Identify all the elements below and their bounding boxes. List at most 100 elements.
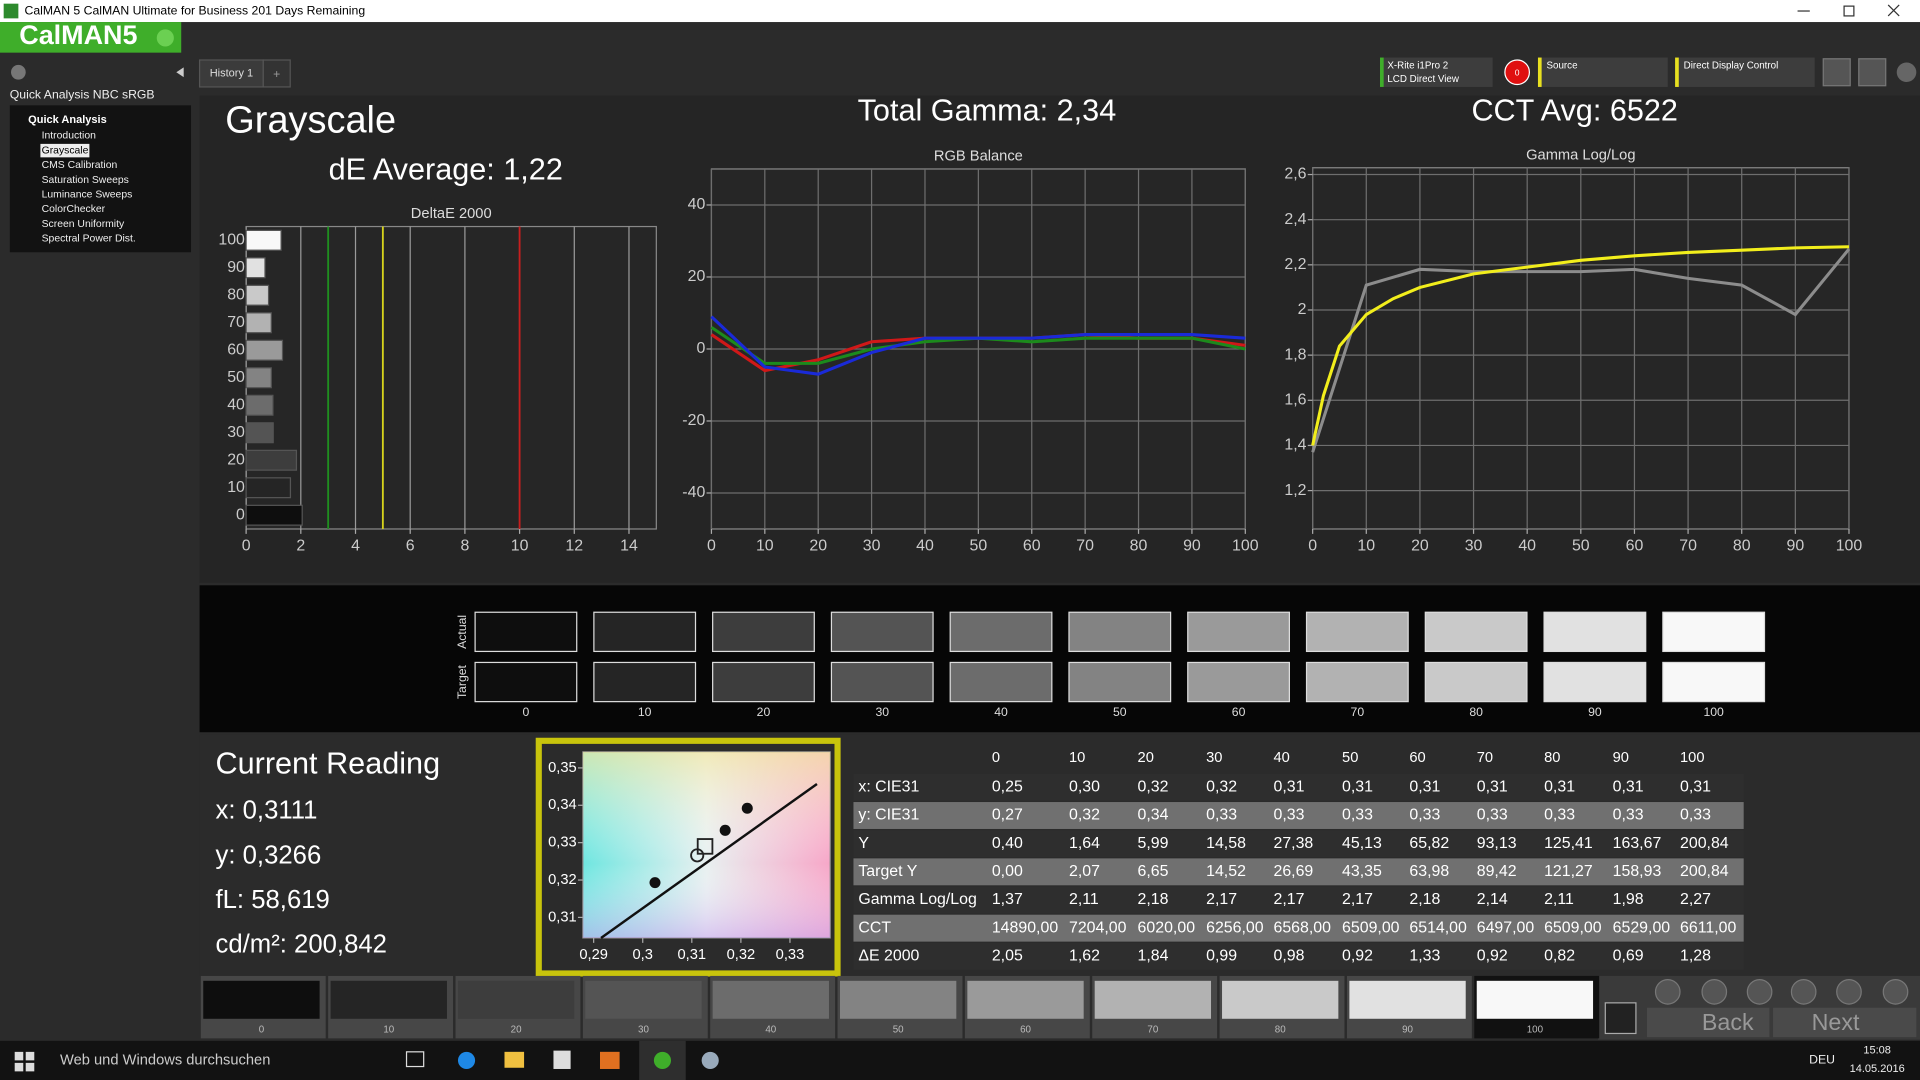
add-tab[interactable] <box>262 59 291 88</box>
sidebar-item[interactable]: Saturation Sweeps <box>42 175 129 186</box>
target-swatch <box>474 661 578 703</box>
y-category-label: 70 <box>227 314 245 331</box>
back-button[interactable] <box>1646 1007 1770 1038</box>
sidebar-item[interactable]: Grayscale <box>42 145 89 156</box>
patch <box>1476 980 1594 1019</box>
swatch-level: 90 <box>1588 705 1602 719</box>
plot-tint <box>582 751 831 938</box>
collapse-button[interactable] <box>176 67 184 78</box>
table-header: 70 <box>1477 750 1493 766</box>
table-cell: 6497,00 <box>1477 919 1535 936</box>
table-cell: 6509,00 <box>1342 919 1400 936</box>
table-cell: 0,34 <box>1138 807 1169 824</box>
table-cell: 0,00 <box>992 863 1023 880</box>
history-tab[interactable] <box>198 59 264 88</box>
target-swatch <box>1305 661 1409 703</box>
edge-icon[interactable] <box>457 1051 476 1069</box>
table-cell: 0,33 <box>1409 807 1440 824</box>
patch <box>457 980 575 1019</box>
series-line <box>710 315 1246 376</box>
table-header: 80 <box>1544 750 1560 766</box>
measured-point <box>719 824 731 836</box>
patch-label: 90 <box>1402 1024 1413 1035</box>
y-tick-label: 0,33 <box>548 835 577 851</box>
task-view[interactable] <box>405 1051 425 1068</box>
table-cell: 0,32 <box>1138 779 1169 796</box>
media-icon[interactable] <box>600 1051 620 1069</box>
sidebar-item[interactable]: Introduction <box>42 131 97 142</box>
stop-button[interactable] <box>1604 1002 1637 1035</box>
selected-item-bg <box>40 143 90 158</box>
player-button[interactable] <box>1701 978 1728 1005</box>
read-button[interactable] <box>1504 59 1530 86</box>
sidebar-item[interactable]: CMS Calibration <box>42 160 118 171</box>
y-category-label: 50 <box>227 369 245 386</box>
x-tick-label: 4 <box>351 537 360 554</box>
player-button[interactable] <box>1836 978 1862 1005</box>
y-tick-label: 40 <box>688 196 706 213</box>
source-select[interactable] <box>1537 57 1668 87</box>
x-tick-label: 70 <box>1679 537 1697 554</box>
logo-menu[interactable] <box>156 29 174 47</box>
player-button[interactable] <box>1746 978 1773 1005</box>
settings-button[interactable] <box>1822 58 1851 87</box>
sidebar-item[interactable]: ColorChecker <box>42 204 106 215</box>
close-button[interactable] <box>1887 4 1900 17</box>
row-label: Target Y <box>858 863 917 880</box>
x-tick-label: 10 <box>1357 537 1375 554</box>
x-tick-label: 90 <box>1183 537 1201 554</box>
patch <box>585 980 702 1019</box>
help-button[interactable] <box>1858 58 1887 87</box>
table-cell: 93,13 <box>1477 835 1517 852</box>
row-label: CCT <box>858 919 891 936</box>
display-select[interactable] <box>1675 57 1815 87</box>
next-button[interactable] <box>1773 1007 1917 1038</box>
player-button[interactable] <box>1654 978 1681 1005</box>
window-title: CalMAN 5 CalMAN Ultimate for Business 20… <box>24 3 365 17</box>
y-tick-label: 2,4 <box>1284 211 1306 228</box>
x-tick-label: 0,29 <box>579 947 608 963</box>
sidebar-panel <box>9 105 192 253</box>
player-button[interactable] <box>1790 978 1817 1005</box>
forward-button[interactable] <box>1896 62 1917 83</box>
next-label: Next <box>1812 1009 1860 1035</box>
table-cell: 0,40 <box>992 835 1023 852</box>
table-cell: 0,31 <box>1680 779 1711 796</box>
paint-icon[interactable] <box>701 1051 719 1069</box>
table-cell: 0,82 <box>1544 948 1575 965</box>
table-header: 60 <box>1409 750 1425 766</box>
y-category-label: 0 <box>236 506 245 523</box>
patch-label: 80 <box>1275 1024 1286 1035</box>
actual-swatch <box>949 611 1053 653</box>
sidebar-item[interactable]: Screen Uniformity <box>42 219 125 230</box>
source-accent <box>1537 57 1542 87</box>
table-cell: 1,28 <box>1680 948 1711 965</box>
patch-label: 40 <box>765 1024 776 1035</box>
start-button[interactable] <box>14 1051 35 1072</box>
swatch-level: 100 <box>1703 705 1724 719</box>
table-cell: 0,98 <box>1273 948 1304 965</box>
sidebar-item[interactable]: Luminance Sweeps <box>42 189 133 200</box>
row-label: y: CIE31 <box>858 807 919 824</box>
patch <box>203 980 320 1019</box>
table-cell: 0,92 <box>1477 948 1508 965</box>
x-tick-label: 20 <box>1411 537 1429 554</box>
reading-value: x: 0,3111 <box>216 797 318 825</box>
sidebar-item[interactable]: Spectral Power Dist. <box>42 234 136 245</box>
maximize-button[interactable] <box>1843 5 1855 17</box>
table-cell: 5,99 <box>1138 835 1169 852</box>
y-tick-label: 0,35 <box>548 760 577 776</box>
store-icon[interactable] <box>553 1050 571 1069</box>
x-tick-label: 6 <box>406 537 415 554</box>
table-row <box>853 886 1744 914</box>
table-header: 90 <box>1613 750 1629 766</box>
player-button[interactable] <box>1882 978 1909 1005</box>
sidebar-button[interactable] <box>11 64 26 80</box>
logo-bg[interactable] <box>0 22 182 53</box>
explorer-icon[interactable] <box>504 1051 525 1068</box>
table-cell: 0,31 <box>1273 779 1304 796</box>
patch <box>712 980 829 1019</box>
meter-select[interactable] <box>1380 57 1493 87</box>
patch <box>967 980 1084 1019</box>
target-swatch <box>1424 661 1528 703</box>
